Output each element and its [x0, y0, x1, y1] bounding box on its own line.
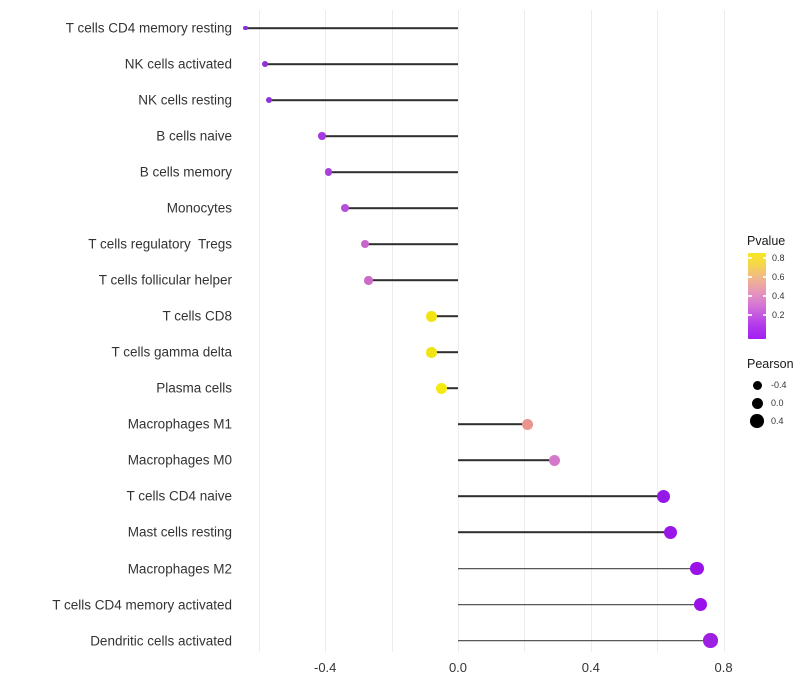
y-axis-label: T cells CD4 naive	[126, 488, 232, 504]
y-axis-label: B cells naive	[156, 128, 232, 144]
x-tick-label: 0.0	[448, 660, 468, 675]
gridline	[590, 10, 592, 652]
gridline	[258, 10, 260, 652]
stem-line	[458, 639, 711, 642]
pvalue-tick-label: 0.8	[772, 253, 785, 264]
colorbar-tick-mark	[762, 314, 766, 316]
pearson-size-label: 0.0	[771, 398, 784, 408]
data-point-dot	[664, 525, 677, 539]
data-point-dot	[426, 311, 437, 322]
stem-line	[268, 99, 458, 101]
stem-line	[458, 459, 555, 462]
stem-line	[458, 423, 528, 426]
y-axis-label: T cells CD4 memory resting	[65, 20, 232, 36]
pvalue-tick-label: 0.2	[772, 309, 785, 320]
x-tick-label: 0.8	[714, 660, 733, 675]
y-axis-label: Macrophages M0	[127, 452, 232, 468]
colorbar-tick-mark	[748, 314, 752, 316]
data-point-dot	[703, 633, 718, 648]
colorbar-tick-mark	[762, 295, 766, 297]
x-tick-label: -0.4	[313, 660, 337, 675]
pvalue-colorbar	[748, 253, 766, 339]
y-axis-label: T cells CD8	[162, 308, 232, 324]
data-point-dot	[318, 132, 326, 140]
colorbar-tick-mark	[762, 257, 766, 259]
y-axis-label: T cells regulatory Tregs	[88, 236, 232, 252]
data-point-dot	[426, 347, 437, 358]
stem-line	[431, 351, 458, 354]
stem-line	[365, 243, 458, 245]
gridline	[325, 10, 327, 652]
stem-line	[441, 387, 458, 390]
y-axis-label: T cells CD4 memory activated	[52, 597, 232, 612]
stem-line	[431, 315, 458, 317]
stem-line	[328, 171, 458, 173]
stem-line	[368, 279, 458, 281]
pearson-size-dot	[751, 397, 763, 409]
pearson-size-label: -0.4	[771, 380, 787, 390]
gridline	[391, 10, 393, 652]
pearson-size-label: 0.4	[771, 416, 784, 426]
stem-line	[345, 207, 458, 209]
pvalue-tick-label: 0.6	[772, 272, 785, 283]
pearson-size-dot	[750, 414, 764, 428]
stem-line	[265, 63, 458, 65]
data-point-dot	[341, 204, 350, 213]
gridline	[524, 10, 526, 652]
gridline	[458, 10, 459, 652]
y-axis-label: Mast cells resting	[127, 524, 232, 540]
data-point-dot	[657, 489, 671, 503]
x-tick-label: 0.4	[581, 660, 600, 675]
data-point-dot	[548, 454, 560, 467]
colorbar-tick-mark	[748, 257, 752, 259]
colorbar-tick-mark	[748, 295, 752, 297]
colorbar-tick-mark	[748, 276, 752, 278]
pvalue-legend-title: Pvalue	[747, 234, 786, 248]
pvalue-tick-label: 0.4	[772, 291, 785, 301]
gridline	[657, 10, 659, 652]
stem-line	[321, 135, 458, 137]
stem-line	[458, 567, 697, 570]
y-axis-label: Dendritic cells activated	[90, 633, 232, 648]
y-axis-label: NK cells activated	[124, 56, 232, 72]
stem-line	[458, 495, 664, 498]
gridline	[723, 10, 725, 652]
data-point-dot	[262, 61, 269, 67]
y-axis-label: Macrophages M1	[127, 416, 232, 432]
y-axis-label: NK cells resting	[138, 92, 232, 108]
stem-line	[245, 27, 458, 29]
data-point-dot	[360, 239, 370, 249]
colorbar-tick-mark	[762, 276, 766, 278]
y-axis-label: Macrophages M2	[127, 561, 232, 576]
data-point-dot	[435, 382, 447, 394]
y-axis-label: T cells follicular helper	[98, 272, 232, 288]
y-axis-label: T cells gamma delta	[111, 344, 232, 360]
y-axis-label: Plasma cells	[156, 380, 232, 396]
data-point-dot	[364, 276, 373, 285]
pearson-size-dot	[752, 380, 762, 390]
pearson-legend-title: Pearson	[747, 357, 794, 371]
data-point-dot	[522, 418, 534, 430]
data-point-dot	[324, 168, 333, 176]
stem-line	[458, 531, 671, 534]
y-axis-label: Monocytes	[166, 200, 232, 216]
data-point-dot	[690, 561, 704, 576]
data-point-dot	[693, 597, 708, 612]
data-point-dot	[243, 25, 248, 31]
stem-line	[458, 603, 701, 606]
y-axis-label: B cells memory	[139, 164, 232, 180]
data-point-dot	[265, 97, 272, 104]
